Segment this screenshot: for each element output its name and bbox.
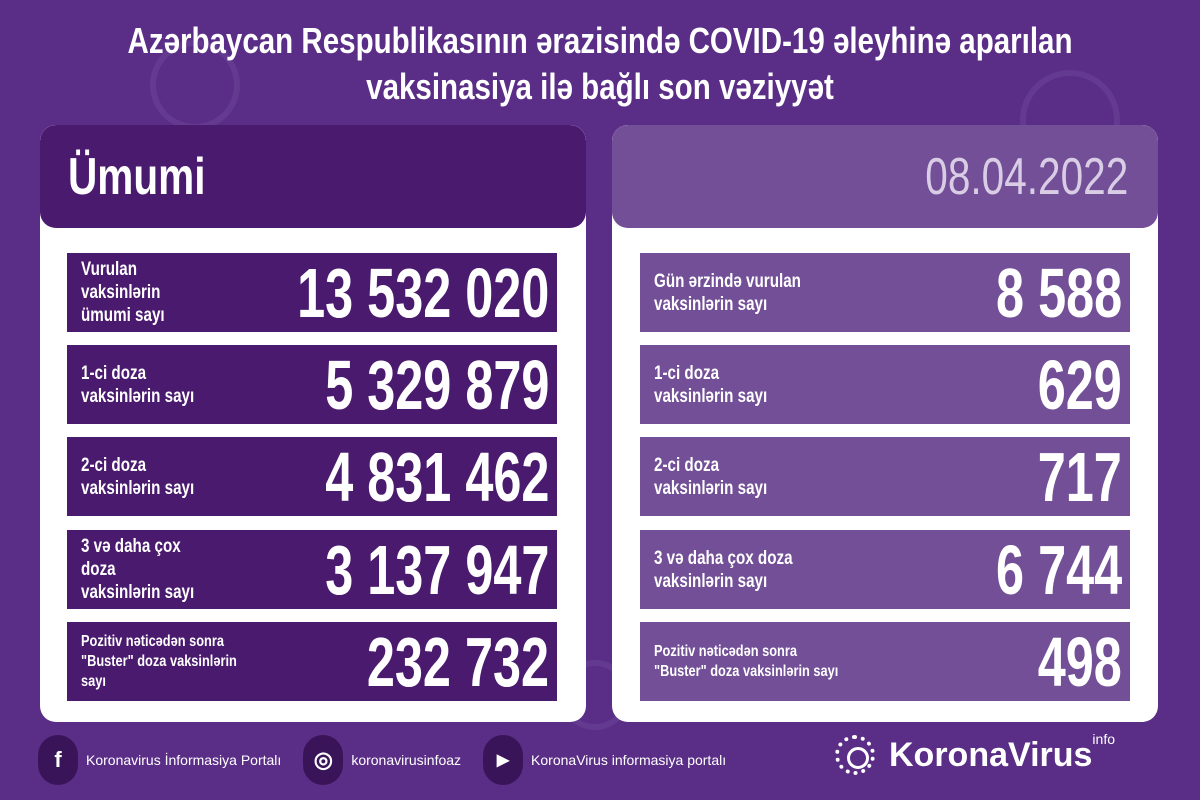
stat-value: 4 831 462 — [324, 437, 549, 516]
total-panel: Ümumi Vurulan vaksinlərin ümumi sayı 13 5… — [40, 125, 586, 722]
stat-value: 629 — [1037, 345, 1122, 424]
stat-value: 3 137 947 — [324, 530, 549, 609]
page-title: Azərbaycan Respublikasının ərazisində CO… — [108, 18, 1092, 110]
date-text: 08.04.2022 — [924, 148, 1128, 206]
stat-label: Gün ərzində vurulan vaksinlərin sayı — [654, 270, 801, 315]
stat-label: 3 və daha çox doza vaksinlərin sayı — [81, 536, 195, 603]
date-header: 08.04.2022 — [612, 125, 1158, 228]
facebook-link[interactable]: f Koronavirus İnformasiya Portalı — [38, 735, 281, 785]
facebook-text: Koronavirus İnformasiya Portalı — [86, 752, 282, 768]
title-line-2: vaksinasiya ilə bağlı son vəziyyət — [366, 66, 834, 107]
stat-row: Gün ərzində vurulan vaksinlərin sayı 8 58… — [640, 253, 1130, 332]
instagram-text: koronavirusinfoaz — [351, 752, 462, 768]
stat-value: 13 532 020 — [296, 253, 549, 332]
footer-social: f Koronavirus İnformasiya Portalı ◎ korona… — [38, 735, 748, 785]
title-line-1: Azərbaycan Respublikasının ərazisində CO… — [127, 20, 1073, 61]
stat-value: 498 — [1037, 622, 1122, 701]
logo-text: KoronaVirus — [889, 735, 1093, 774]
stat-label: 1-ci doza vaksinlərin sayı — [81, 362, 195, 407]
stat-row: 1-ci doza vaksinlərin sayı 629 — [640, 345, 1130, 424]
instagram-link[interactable]: ◎ koronavirusinfoaz — [303, 735, 461, 785]
logo-superscript: info — [1092, 731, 1115, 747]
stat-row: 1-ci doza vaksinlərin sayı 5 329 879 — [67, 345, 557, 424]
stat-row: Pozitiv nəticədən sonra "Buster" doza va… — [640, 622, 1130, 701]
stat-label: 2-ci doza vaksinlərin sayı — [654, 454, 768, 499]
koronavirus-logo: KoronaVirus info — [835, 731, 1115, 775]
stat-label: Vurulan vaksinlərin ümumi sayı — [81, 259, 165, 326]
stat-row: 2-ci doza vaksinlərin sayı 717 — [640, 437, 1130, 516]
stat-value: 717 — [1037, 437, 1122, 516]
virus-logo-icon — [835, 735, 875, 775]
stat-row: 3 və daha çox doza vaksinlərin sayı 6 744 — [640, 530, 1130, 609]
daily-panel: 08.04.2022 Gün ərzində vurulan vaksinlər… — [612, 125, 1158, 722]
stat-row: 3 və daha çox doza vaksinlərin sayı 3 137… — [67, 530, 557, 609]
instagram-icon: ◎ — [303, 735, 344, 785]
stat-label: 2-ci doza vaksinlərin sayı — [81, 454, 195, 499]
stat-row: Pozitiv nəticədən sonra "Buster" doza va… — [67, 622, 557, 701]
stat-label: Pozitiv nəticədən sonra "Buster" doza va… — [654, 642, 839, 680]
youtube-icon: ▶ — [483, 735, 524, 785]
youtube-link[interactable]: ▶ KoronaVirus informasiya portalı — [483, 735, 726, 785]
facebook-icon: f — [38, 735, 78, 785]
total-header: Ümumi — [40, 125, 586, 228]
stat-label: Pozitiv nəticədən sonra "Buster" doza va… — [81, 632, 237, 690]
stat-label: 3 və daha çox doza vaksinlərin sayı — [654, 547, 793, 592]
stat-row: 2-ci doza vaksinlərin sayı 4 831 462 — [67, 437, 557, 516]
stat-value: 6 744 — [995, 530, 1122, 609]
stat-value: 232 732 — [366, 622, 549, 701]
stat-row: Vurulan vaksinlərin ümumi sayı 13 532 020 — [67, 253, 557, 332]
youtube-text: KoronaVirus informasiya portalı — [531, 752, 727, 768]
stat-label: 1-ci doza vaksinlərin sayı — [654, 362, 768, 407]
stat-value: 5 329 879 — [324, 345, 549, 424]
total-header-text: Ümumi — [68, 148, 206, 206]
stat-value: 8 588 — [995, 253, 1122, 332]
